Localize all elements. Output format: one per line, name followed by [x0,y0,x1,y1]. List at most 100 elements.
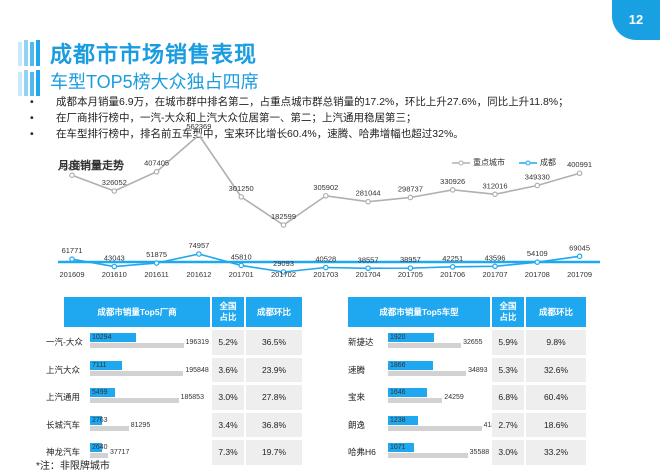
bar-national-sales [388,388,428,397]
chart-title: 月度销量走势 [58,160,124,172]
data-label-chengdu: 45810 [231,252,252,261]
table-cell-share: 3.6% [212,357,244,382]
table-header-title: 成都市销量Top5厂商 [64,297,210,327]
point-key-cities [449,187,456,193]
data-label-chengdu: 51875 [146,250,167,259]
x-tick-label: 201610 [102,270,127,279]
x-tick-label: 201701 [229,270,254,279]
bar-chengdu-sales-label: 24259 [444,394,464,401]
x-tick-label: 201705 [398,270,423,279]
data-label-key-cities: 281044 [356,189,381,198]
data-label-chengdu: 61771 [62,246,83,255]
bar-chengdu-sales [90,343,184,348]
series-line-key-cities [71,133,580,226]
bar-national-sales [90,443,102,452]
legend-line-blue-icon [519,160,537,165]
bar-national-sales-label: 10294 [92,334,112,341]
data-label-chengdu: 29093 [273,259,294,268]
bar-chengdu-sales [90,398,179,403]
bar-chengdu-sales-label: 196319 [185,339,209,346]
data-label-chengdu: 43596 [485,253,506,262]
table-cell-share: 3.4% [212,412,244,437]
x-tick-label: 201703 [313,270,338,279]
bar-chengdu-sales-label: 32655 [463,339,483,346]
data-label-key-cities: 407405 [144,159,169,168]
point-chengdu [576,253,583,260]
table-row-label: 上汽大众 [46,364,81,375]
page-number-badge: 12 [612,0,660,40]
data-label-chengdu: 43043 [104,254,125,263]
bar-chengdu-sales [388,343,462,348]
point-chengdu [238,262,245,269]
bar-chengdu-sales [388,370,467,376]
table-cell-share: 6.8% [492,385,524,410]
bar-chengdu-sales [90,425,129,431]
table-row-label: 一汽-大众 [46,337,83,348]
table-header-share: 全国 占比 [492,297,524,327]
table-row-label: 新捷达 [348,337,374,348]
x-tick-label: 201704 [356,270,381,279]
point-key-cities [196,132,202,138]
bar-national-sales-label: 1920 [390,334,406,341]
point-key-cities [69,172,75,178]
legend-item-chengdu: 成都 [519,157,556,168]
data-label-key-cities: 400991 [567,160,592,169]
data-label-chengdu: 42251 [442,254,463,263]
data-label-chengdu: 74957 [188,241,209,250]
data-label-key-cities: 562369 [186,122,211,131]
table-row-label: 上汽通用 [46,392,81,403]
point-key-cities [153,168,160,175]
bar-national-sales [388,333,434,342]
bar-national-sales [90,388,115,397]
x-tick-label: 201611 [144,270,168,279]
bar-chengdu-sales [388,453,468,458]
table-row-label: 哈弗H6 [348,447,376,458]
bar-chengdu-sales-label: 34893 [468,366,488,374]
table-header-title: 成都市销量Top5车型 [348,297,490,327]
x-tick-label: 201706 [440,270,465,279]
table-header-mom: 成都环比 [246,297,302,327]
table-cell-share: 2.7% [492,412,524,437]
x-tick-label: 201709 [567,270,592,279]
chart-legend: 重点城市 成都 [452,157,556,168]
point-chengdu [534,259,541,265]
legend-item-key-cities: 重点城市 [452,157,505,168]
data-label-key-cities: 298737 [398,184,423,193]
table-cell-mom: 9.8% [526,330,586,355]
point-chengdu [69,256,75,262]
bullet-item: • 成都本月销量6.9万，在城市群中排名第二，占重点城市群总销量的17.2%，环比… [30,96,569,108]
bar-chengdu-sales-label: 81295 [130,421,151,429]
data-label-key-cities: 312016 [482,181,507,190]
bar-national-sales [90,333,136,342]
point-key-cities [365,198,371,205]
page-subtitle: 车型TOP5榜大众独占四席 [50,72,259,92]
bullet-item: • 在厂商排行榜中，一汽-大众和上汽大众位居第一、第二；上汽通用稳居第三； [30,112,417,124]
x-tick-label: 201609 [59,270,84,279]
bullet-list: • 成都本月销量6.9万，在城市群中排名第二，占重点城市群总销量的17.2%，环比… [30,94,569,142]
point-key-cities [534,182,541,189]
point-key-cities [492,191,498,198]
table-header-share: 全国 占比 [212,297,244,327]
bar-national-sales-label: 1071 [390,444,406,451]
bar-national-sales-label: 5499 [92,389,108,396]
table-cell-share: 3.0% [212,385,244,410]
table-cell-share: 3.0% [492,440,524,465]
point-chengdu [153,260,160,266]
table-cell-mom: 33.2% [526,440,586,465]
data-label-chengdu: 54109 [527,249,548,258]
table-header-mom: 成都环比 [526,297,586,327]
bar-chengdu-sales-label: 185853 [180,394,204,401]
bar-national-sales-label: 1238 [390,416,406,424]
table-row-label: 速腾 [348,364,366,375]
footnote: *注：非限牌城市 [36,461,110,472]
bar-national-sales-label: 7111 [92,361,107,369]
bar-national-sales-label: 1646 [390,389,406,396]
point-chengdu [111,263,118,270]
table-row-label: 长城汽车 [46,419,81,430]
point-chengdu [407,265,414,271]
table-cell-mom: 18.6% [526,412,586,437]
data-label-key-cities: 330926 [440,177,465,186]
data-label-key-cities: 301250 [229,184,254,193]
data-label-chengdu: 38557 [358,255,379,264]
point-chengdu [365,265,371,272]
